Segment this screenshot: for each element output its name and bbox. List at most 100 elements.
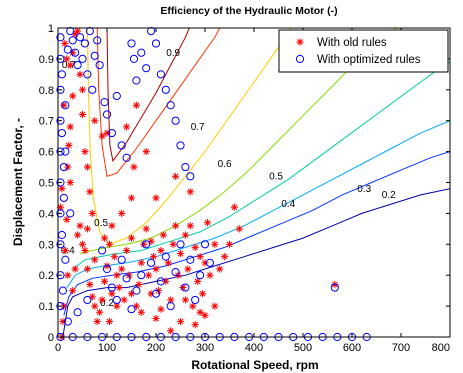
point-old-rules	[108, 222, 116, 230]
point-optimized-rules	[56, 85, 65, 94]
point-optimized-rules	[56, 147, 65, 156]
contour-label: 0.3	[357, 184, 371, 195]
point-optimized-rules	[166, 302, 175, 311]
x-axis-label: Rotational Speed, rpm	[191, 358, 318, 372]
point-old-rules	[157, 246, 165, 255]
point-old-rules	[203, 219, 212, 227]
point-optimized-rules	[66, 26, 75, 36]
point-old-rules	[100, 277, 109, 285]
point-old-rules	[137, 308, 145, 316]
point-old-rules	[194, 277, 202, 285]
point-old-rules	[78, 110, 87, 119]
point-optimized-rules	[63, 317, 72, 326]
point-old-rules	[123, 246, 131, 255]
point-old-rules	[66, 178, 74, 187]
point-optimized-rules	[56, 116, 65, 125]
point-optimized-rules	[181, 283, 190, 292]
point-old-rules	[91, 117, 99, 125]
point-optimized-rules	[171, 268, 180, 277]
point-old-rules	[88, 209, 96, 217]
point-optimized-rules	[186, 255, 195, 264]
legend-box	[278, 29, 449, 73]
point-old-rules	[152, 194, 160, 202]
legend-marker-optimized-rules	[295, 54, 305, 64]
x-axis-ticks: 0 100 200 300 400 500 600 700 800	[55, 28, 451, 354]
point-optimized-rules	[171, 116, 180, 125]
point-optimized-rules	[142, 64, 151, 73]
point-optimized-rules	[132, 286, 141, 295]
point-optimized-rules	[176, 141, 185, 150]
point-optimized-rules	[122, 153, 131, 162]
point-old-rules	[123, 123, 131, 131]
point-optimized-rules	[68, 36, 77, 45]
point-old-rules	[118, 209, 126, 217]
point-old-rules	[113, 271, 121, 279]
point-old-rules	[135, 280, 143, 289]
y-tick-label: 1	[48, 23, 54, 35]
point-old-rules	[169, 240, 177, 248]
point-optimized-rules	[59, 193, 68, 203]
point-old-rules	[201, 311, 209, 319]
point-optimized-rules	[147, 26, 156, 36]
point-old-rules	[91, 256, 99, 264]
contour-line-0.7	[86, 28, 292, 245]
point-optimized-rules	[205, 258, 214, 267]
point-old-rules	[86, 188, 94, 196]
point-old-rules	[64, 271, 72, 279]
point-old-rules	[96, 308, 104, 316]
contour-label: 0.4	[61, 246, 75, 257]
point-old-rules	[66, 61, 74, 69]
point-old-rules	[145, 271, 153, 279]
point-old-rules	[81, 148, 89, 156]
contour-line-0.3	[63, 151, 450, 316]
point-old-rules	[120, 296, 128, 304]
point-optimized-rules	[75, 33, 85, 42]
contour-label: 0.7	[191, 122, 205, 133]
point-old-rules	[149, 253, 158, 261]
point-old-rules	[221, 253, 229, 261]
point-optimized-rules	[166, 101, 175, 110]
x-tick-label: 200	[147, 342, 165, 354]
x-tick-label: 400	[245, 342, 263, 354]
point-old-rules	[74, 27, 82, 35]
point-old-rules	[74, 231, 82, 239]
point-old-rules	[105, 317, 114, 326]
y-tick-label: 0.1	[39, 301, 54, 313]
point-optimized-rules	[73, 308, 82, 317]
point-old-rules	[211, 302, 219, 310]
y-tick-label: 0.4	[39, 208, 54, 220]
point-old-rules	[127, 194, 136, 202]
point-old-rules	[152, 265, 160, 273]
point-optimized-rules	[95, 60, 104, 70]
point-old-rules	[216, 265, 224, 273]
point-old-rules	[83, 225, 91, 233]
point-optimized-rules	[137, 271, 146, 280]
point-optimized-rules	[117, 255, 126, 264]
point-optimized-rules	[151, 39, 161, 48]
contour-label: 0.5	[269, 171, 283, 182]
point-optimized-rules	[137, 48, 146, 57]
point-old-rules	[78, 240, 87, 248]
point-old-rules	[230, 203, 238, 211]
point-old-rules	[91, 302, 99, 310]
point-optimized-rules	[196, 271, 205, 280]
point-optimized-rules	[117, 141, 126, 150]
point-optimized-rules	[56, 209, 65, 218]
point-old-rules	[65, 141, 73, 150]
point-old-rules	[181, 231, 189, 239]
point-optimized-rules	[142, 240, 151, 249]
point-old-rules	[98, 132, 106, 140]
point-optimized-rules	[61, 101, 70, 110]
point-optimized-rules	[200, 240, 210, 249]
point-optimized-rules	[161, 85, 170, 94]
point-optimized-rules	[107, 128, 117, 138]
point-old-rules	[58, 185, 66, 193]
x-tick-label: 300	[196, 342, 214, 354]
point-old-rules	[172, 172, 180, 180]
contour-line-0.2	[62, 188, 450, 337]
point-old-rules	[172, 222, 180, 230]
point-old-rules	[81, 246, 89, 255]
point-old-rules	[127, 234, 136, 242]
point-old-rules	[78, 86, 87, 94]
